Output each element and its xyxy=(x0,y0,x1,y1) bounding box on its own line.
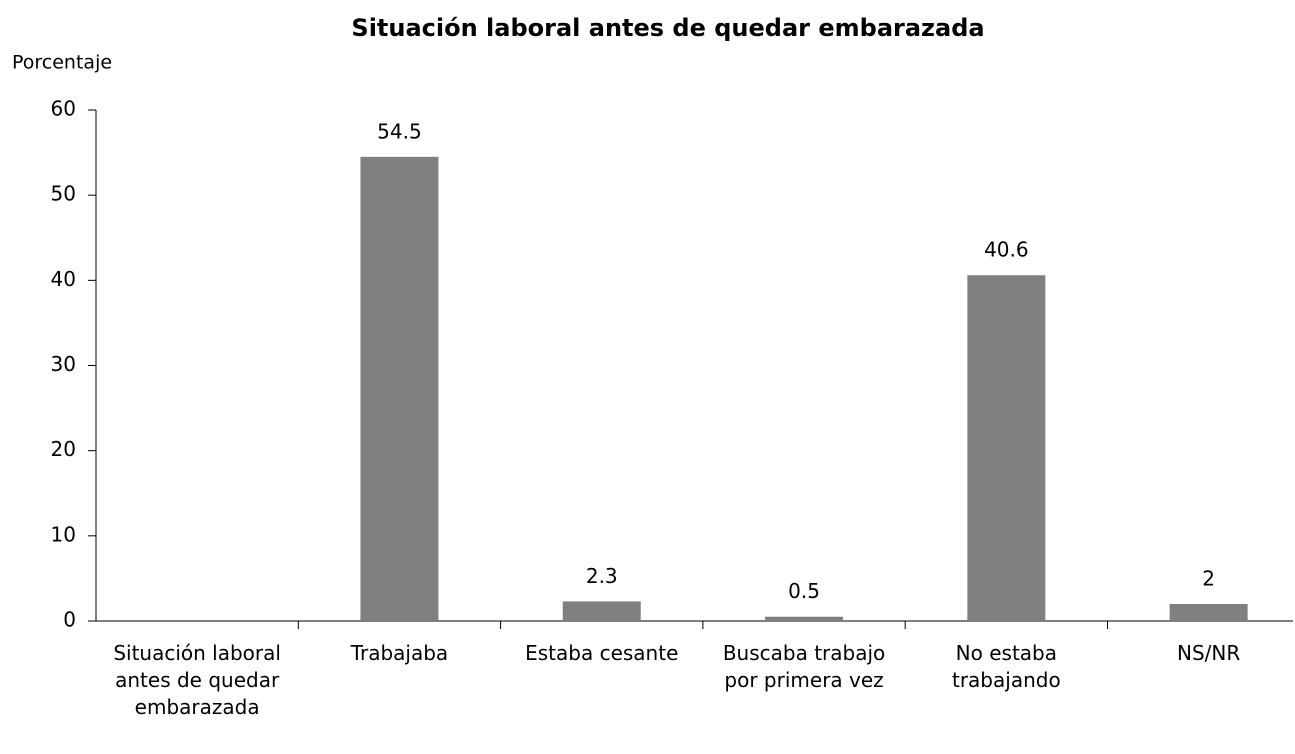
bar xyxy=(360,156,439,621)
y-tick-label: 20 xyxy=(51,437,76,461)
value-label: 2 xyxy=(1202,566,1215,590)
x-tick-label: NS/NR xyxy=(1177,641,1241,665)
y-tick-label: 0 xyxy=(63,608,76,632)
bar xyxy=(562,601,641,621)
x-tick-label: Trabajaba xyxy=(350,641,449,665)
bar xyxy=(765,616,844,621)
x-tick-label: Situación laboral antes de quedar embara… xyxy=(113,641,281,719)
value-label: 0.5 xyxy=(788,579,820,603)
bar xyxy=(1169,603,1248,621)
value-label: 40.6 xyxy=(984,238,1029,262)
x-tick-label: Estaba cesante xyxy=(525,641,679,665)
chart-title: Situación laboral antes de quedar embara… xyxy=(351,14,984,42)
x-tick-label: Buscaba trabajo por primera vez xyxy=(722,641,886,692)
y-tick-label: 50 xyxy=(51,182,76,206)
y-tick-label: 10 xyxy=(51,522,76,546)
y-tick-label: 60 xyxy=(51,97,76,121)
y-tick-label: 30 xyxy=(51,352,76,376)
bar xyxy=(967,275,1046,621)
y-tick-label: 40 xyxy=(51,267,76,291)
y-axis-label: Porcentaje xyxy=(12,52,112,74)
value-label: 2.3 xyxy=(586,564,618,588)
value-label: 54.5 xyxy=(377,119,422,143)
x-tick-label: No estaba trabajando xyxy=(951,641,1061,692)
